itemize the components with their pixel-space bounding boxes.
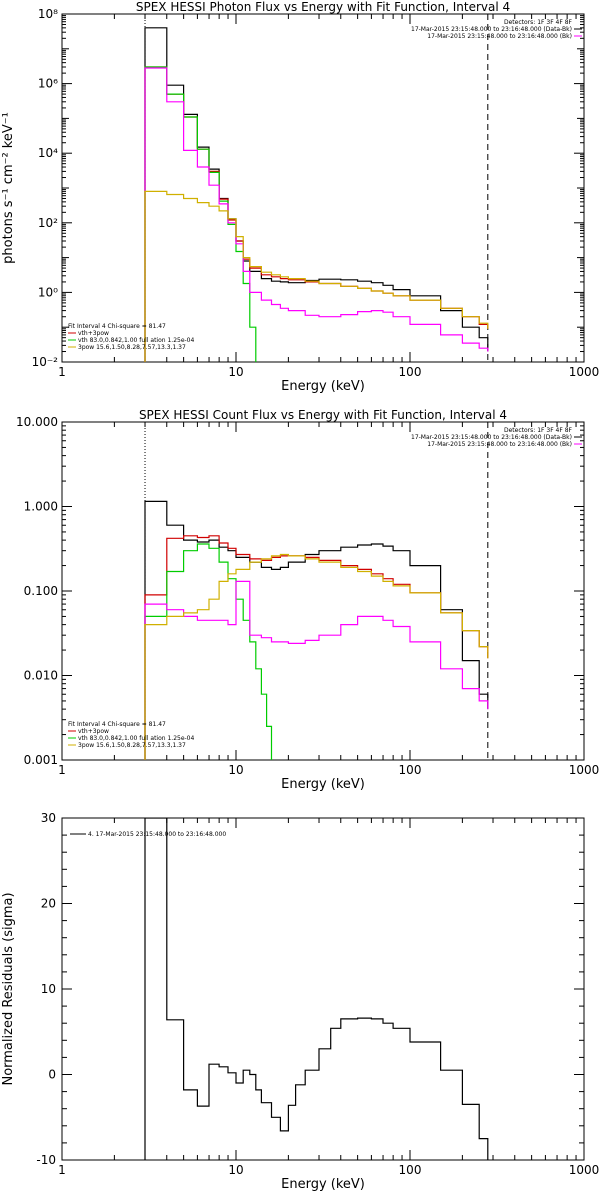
series-line-5 (144, 553, 489, 760)
plot-frame (61, 421, 585, 761)
series-line-2 (144, 535, 489, 760)
y-tick-label: 0.100 (24, 584, 58, 598)
legend-bottom-entry: vth 83.0,0.842,1.00 full ation 1.25e-04 (78, 735, 194, 742)
data-area (144, 14, 489, 362)
series-line-3 (144, 66, 257, 362)
legend-bottom-entry: vth+3pow (78, 330, 109, 337)
series-line-1 (144, 818, 489, 1160)
series-line-2 (144, 66, 489, 362)
legend-top-entry: 17-Mar-2015 23:15:48.000 to 23:16:48.000… (411, 26, 572, 33)
panel-2: SPEX HESSI Count Flux vs Energy with Fit… (16, 408, 599, 792)
y-tick-label: 0.001 (24, 753, 58, 767)
y-axis: -10 0 10 20 30 (36, 811, 584, 1167)
legend-bottom-entry: 3pow 15.6,1.50,8.28,7.57,13.3,1.37 (78, 344, 186, 351)
plot-frame (61, 817, 585, 1161)
series-line-1 (144, 27, 489, 362)
y-tick-label: 10 (41, 982, 56, 996)
y-axis-label: photons s⁻¹ cm⁻² keV⁻¹ (1, 112, 16, 264)
legend: 4. 17-Mar-2015 23:15:48.000 to 23:16:48.… (70, 831, 226, 838)
series-line-5 (144, 190, 489, 362)
x-axis: 1 10 100 1000 (58, 818, 599, 1177)
legend-top-entry: 17-Mar-2015 23:15:48.000 to 23:16:48.000… (411, 434, 572, 441)
y-tick-label: 10⁴ (38, 146, 58, 160)
y-tick-label: 10.000 (16, 415, 58, 429)
series-line-4 (144, 580, 489, 760)
series-line-1 (144, 500, 489, 760)
x-axis: 1 10 100 1000 (58, 422, 599, 777)
legend-top-entry: Detectors: 1F 3F 4F 8F (504, 427, 573, 434)
data-area (144, 818, 489, 1160)
y-tick-label: 0 (48, 1068, 56, 1082)
y-tick-label: 30 (41, 811, 56, 825)
x-tick-label: 10 (228, 763, 243, 777)
x-axis-label: Energy (keV) (281, 777, 365, 792)
y-axis: 10⁻² 10⁰ 10² 10⁴ 10⁶ 10⁸ (32, 7, 584, 369)
x-tick-label: 100 (399, 763, 422, 777)
x-tick-label: 1 (58, 1163, 66, 1177)
x-axis-label: Energy (keV) (281, 1177, 365, 1192)
legend-entry: 4. 17-Mar-2015 23:15:48.000 to 23:16:48.… (88, 831, 226, 838)
series-line-4 (144, 67, 489, 362)
y-tick-label: 1.000 (24, 500, 58, 514)
x-tick-label: 100 (399, 1163, 422, 1177)
legend-bottom-entry: vth 83.0,0.842,1.00 full ation 1.25e-04 (78, 337, 194, 344)
x-axis-label: Energy (keV) (281, 379, 365, 394)
legend-bottom-entry: Fit Interval 4 Chi-square = 81.47 (68, 721, 166, 728)
y-axis-label: Normalized Residuals (sigma) (1, 892, 16, 1085)
y-tick-label: 20 (41, 897, 56, 911)
x-tick-label: 1 (58, 763, 66, 777)
legend-top-entry: Detectors: 1F 3F 4F 8F (504, 19, 573, 26)
data-area (144, 422, 489, 760)
panel-3: 1 10 100 1000 Energy (keV) -10 0 10 20 30 Normaliz… (1, 811, 599, 1192)
x-tick-label: 10 (228, 365, 243, 379)
x-tick-label: 1000 (569, 1163, 600, 1177)
x-axis: 1 10 100 1000 (58, 14, 599, 379)
x-tick-label: 100 (399, 365, 422, 379)
y-tick-label: 10⁰ (38, 285, 58, 299)
y-tick-label: 10² (38, 216, 58, 230)
panel-1: SPEX HESSI Photon Flux vs Energy with Fi… (1, 0, 599, 394)
legend-bottom-entry: vth+3pow (78, 728, 109, 735)
y-tick-label: 0.010 (24, 669, 58, 683)
y-tick-label: 10⁶ (38, 77, 58, 91)
plot-frame (61, 13, 585, 363)
legend-bottom-entry: 3pow 15.6,1.50,8.28,7.57,13.3,1.37 (78, 742, 186, 749)
y-tick-label: 10⁸ (38, 7, 58, 21)
x-tick-label: 1000 (569, 365, 600, 379)
chart-title: SPEX HESSI Count Flux vs Energy with Fit… (139, 408, 507, 422)
x-tick-label: 10 (228, 1163, 243, 1177)
legend-top-entry: 17-Mar-2015 23:15:48.000 to 23:16:48.000… (427, 441, 572, 448)
chart-title: SPEX HESSI Photon Flux vs Energy with Fi… (136, 0, 510, 14)
y-tick-label: -10 (36, 1153, 56, 1167)
x-tick-label: 1000 (569, 763, 600, 777)
legend-top-entry: 17-Mar-2015 23:15:48.000 to 23:16:48.000… (427, 33, 572, 40)
series-line-3 (144, 543, 273, 760)
x-tick-label: 1 (58, 365, 66, 379)
y-axis: 0.001 0.010 0.100 1.000 10.000 (16, 415, 584, 767)
legend-bottom-entry: Fit Interval 4 Chi-square = 81.47 (68, 323, 166, 330)
y-tick-label: 10⁻² (32, 355, 59, 369)
